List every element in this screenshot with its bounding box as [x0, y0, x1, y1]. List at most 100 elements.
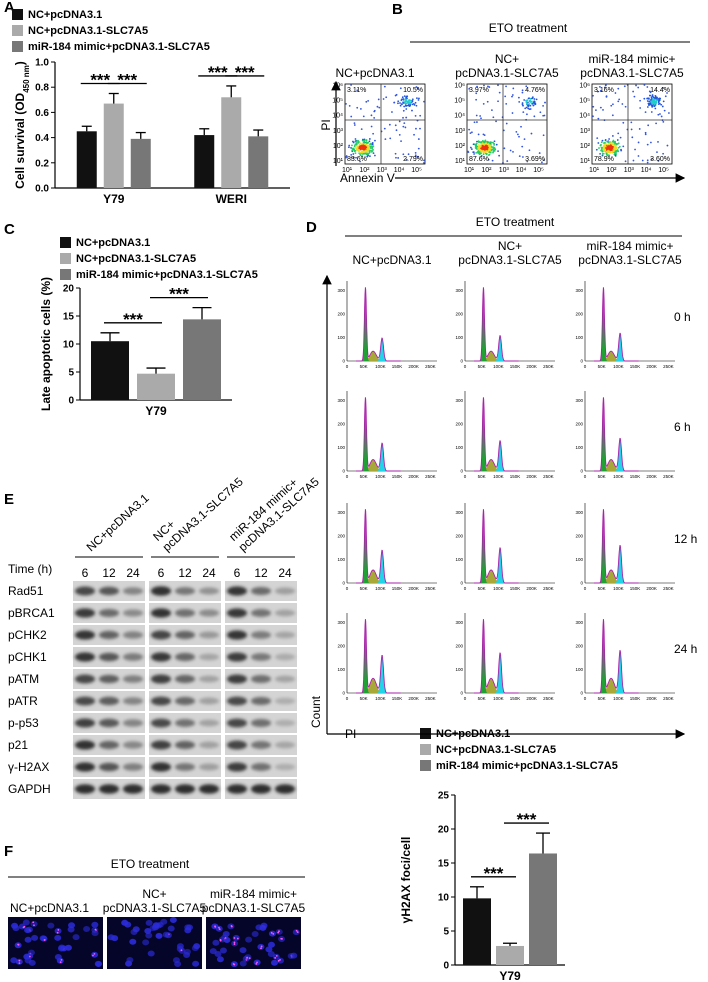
- flow-event: [541, 161, 543, 164]
- y-tick-label: 0.0: [35, 184, 49, 195]
- y-tick-label: 0.6: [35, 108, 49, 119]
- flow-event: [384, 138, 387, 141]
- flow-event: [347, 146, 350, 149]
- flow-event: [402, 125, 405, 128]
- flow-event: [529, 104, 532, 107]
- flow-event: [528, 103, 531, 105]
- blot-band: [226, 652, 248, 662]
- blot-band: [198, 741, 220, 749]
- y-axis-label-part: Cell survival (OD: [13, 92, 27, 188]
- x-tick-label: 200K: [526, 696, 537, 701]
- flow-event: [355, 156, 357, 159]
- flow-event: [486, 145, 489, 147]
- y-tick-label: 0: [580, 359, 583, 364]
- x-tick-label: 50K: [478, 364, 486, 369]
- flow-event: [361, 138, 364, 141]
- y-tick-label: 0: [342, 691, 345, 696]
- flow-event: [493, 140, 496, 143]
- y-tick-label: 20: [63, 284, 75, 295]
- flow-event: [361, 151, 363, 154]
- focus: [272, 932, 275, 935]
- flow-event: [644, 131, 647, 134]
- y-tick-label: 10¹: [580, 158, 591, 165]
- flow-event: [356, 106, 359, 109]
- flow-event: [597, 142, 600, 144]
- flow-event: [357, 146, 359, 148]
- nucleus: [15, 958, 23, 965]
- x-tick-label: 0: [346, 586, 349, 591]
- panel-label: A: [4, 0, 15, 16]
- x-tick-label: 250K: [543, 474, 554, 479]
- flow-event: [415, 104, 418, 107]
- flow-event: [634, 148, 636, 151]
- bar: [103, 103, 124, 188]
- x-tick-label: 250K: [663, 364, 674, 369]
- flow-event: [423, 100, 425, 103]
- nucleus: [58, 944, 66, 951]
- hist-phase: [356, 459, 401, 471]
- flow-event: [480, 154, 483, 157]
- y-tick-label: 100: [455, 335, 463, 340]
- flow-event: [369, 155, 371, 158]
- flow-event: [613, 151, 616, 154]
- column-label: NC+: [142, 887, 166, 901]
- flow-event: [490, 146, 493, 148]
- hist-fit: [356, 619, 401, 694]
- protein-label: pCHK1: [8, 650, 47, 664]
- blot-band: [98, 718, 120, 728]
- flow-event: [528, 149, 531, 152]
- flow-event: [632, 159, 635, 162]
- flow-event: [617, 146, 620, 149]
- flow-event: [621, 103, 624, 105]
- flow-event: [668, 112, 670, 114]
- flow-event: [378, 106, 381, 109]
- x-tick-label: 250K: [663, 586, 674, 591]
- flow-event: [599, 152, 601, 155]
- y-tick-label: 10⁴: [332, 113, 343, 120]
- flow-event: [531, 102, 534, 105]
- flow-event: [359, 154, 362, 157]
- flow-event: [398, 133, 401, 136]
- flow-event: [532, 101, 535, 104]
- nucleus: [91, 930, 99, 937]
- flow-event: [373, 117, 376, 119]
- focus: [248, 957, 251, 960]
- flow-event: [414, 114, 417, 117]
- flow-event: [646, 86, 649, 88]
- y-tick-label: 100: [337, 335, 345, 340]
- nucleus: [40, 935, 48, 942]
- nucleus: [10, 957, 18, 964]
- blot-band: [150, 740, 172, 750]
- flow-event: [662, 87, 665, 89]
- flow-event: [353, 124, 356, 126]
- y-tick-label: 100: [575, 335, 583, 340]
- flow-event: [620, 148, 622, 151]
- nucleus: [267, 951, 275, 958]
- column-label: NC+pcDNA3.1: [335, 66, 414, 80]
- flow-event: [478, 149, 481, 152]
- flow-event: [371, 147, 374, 150]
- flow-event: [498, 154, 501, 157]
- flow-event: [357, 140, 360, 142]
- flow-event: [361, 144, 364, 147]
- nucleus: [216, 956, 224, 963]
- blot-band: [174, 652, 196, 662]
- y-tick-label: 10¹: [333, 158, 344, 165]
- x-tick-label: 10¹: [464, 167, 475, 174]
- x-tick-label: 10⁵: [533, 167, 544, 174]
- flow-event: [600, 143, 602, 146]
- flow-event: [391, 111, 393, 113]
- x-tick-label: 150K: [392, 474, 403, 479]
- flow-event: [533, 98, 536, 100]
- blot-band: [98, 762, 120, 772]
- flow-event: [637, 86, 640, 89]
- blot-band: [150, 586, 172, 596]
- flow-event: [417, 155, 419, 158]
- significance-label: ***: [208, 63, 228, 82]
- flow-event: [360, 128, 363, 131]
- flow-event: [648, 90, 651, 93]
- y-axis-label-part: 450 nm: [22, 65, 31, 93]
- flow-event: [533, 115, 536, 118]
- flow-event: [493, 146, 495, 149]
- flow-event: [404, 100, 407, 103]
